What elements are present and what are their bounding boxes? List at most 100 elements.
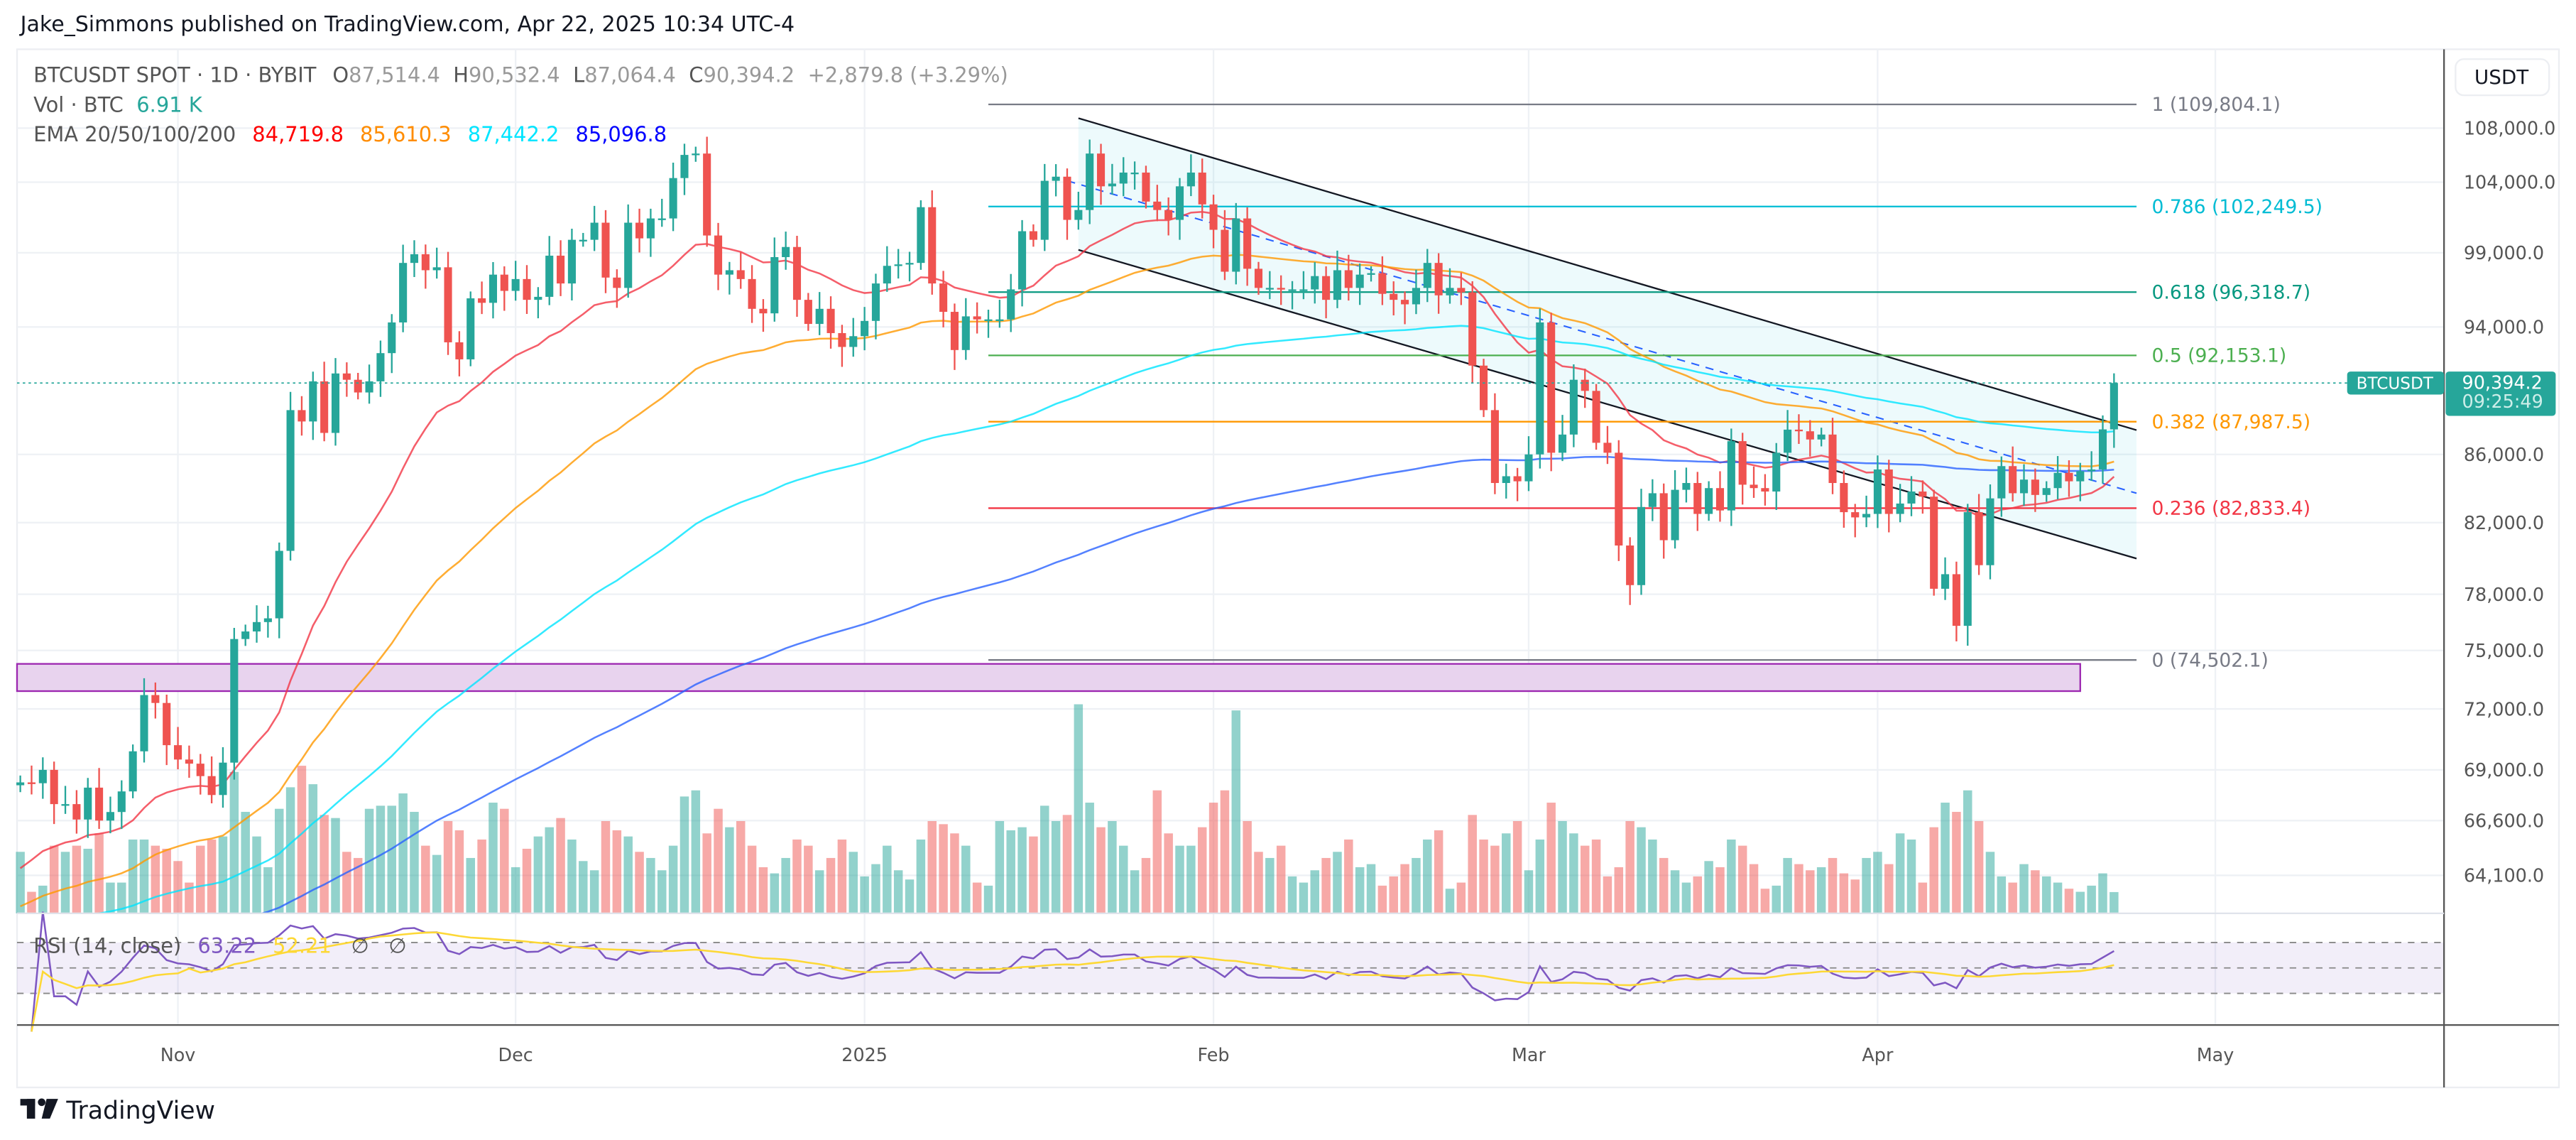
candle-up [1671,489,1679,541]
volume-bar [1062,815,1072,913]
volume-bar [1208,803,1218,913]
candle-down [1390,293,1398,300]
candle-up [1536,322,1544,455]
candle-down [1794,429,1803,432]
candle-up [815,308,824,325]
candle-down [1142,172,1150,202]
volume-bar [1512,821,1522,913]
candle-down [1592,391,1600,443]
candle-down [736,270,745,279]
volume-bar [173,861,182,913]
volume-bar [758,867,768,913]
candle-up [399,263,408,322]
candle-up [534,296,542,300]
volume-bar [635,852,644,913]
candle-down [759,308,768,314]
currency-button[interactable] [2455,58,2550,97]
currency-label: USDT [2474,65,2529,89]
candle-up [995,319,1004,321]
volume-bar [972,882,982,913]
channel-upper-line [1078,117,2137,431]
volume-bar [1197,827,1207,913]
candle-up [1772,452,1781,492]
tradingview-logo[interactable]: TradingView [20,1097,215,1125]
volume-bar [454,830,464,913]
rsi-line [31,911,2114,1032]
candle-down [1490,410,1499,484]
candle-up [1074,210,1083,220]
rsi-pane[interactable]: 80.0040.00 [16,911,2516,1032]
volume-bar [2098,873,2107,913]
volume-bar [1040,805,1049,913]
volume-bar [1603,876,1612,913]
price-axis[interactable] [2445,50,2558,1086]
volume-bar [1355,867,1365,913]
support-zone-rect [16,663,2081,693]
candle-up [1817,434,1825,440]
candle-up [331,373,340,433]
rsi-ma-value: 52.21 [273,933,332,957]
volume-bar [1265,857,1275,913]
volume-bar [1333,852,1342,913]
candle-up [1862,514,1871,518]
candle-down [1603,443,1612,453]
volume-bar [1895,833,1905,913]
candle-up [1941,574,1950,589]
candle-down [478,298,486,303]
volume-bar [1231,710,1241,913]
volume-bar [804,845,813,913]
volume-bar [398,793,408,913]
candle-up [1873,469,1882,514]
candle-up [1986,498,1994,565]
volume-bars [16,704,2119,913]
volume-bar [668,845,678,913]
volume-bar [1287,876,1297,913]
candle-up [489,274,498,303]
price-ticks: 108,000.0 104,000.0 99,000.0 94,000.0 86,000… [2464,118,2555,886]
high-label: H [453,63,469,87]
volume-bar [27,891,36,913]
volume-bar [2008,882,2017,913]
candle-up [1446,288,1454,295]
candle-down [1738,441,1747,485]
candle-down [1581,379,1589,391]
volume-bar [229,771,239,913]
candle-down [1468,292,1477,366]
volume-bar [1828,857,1838,913]
ema200-line [258,455,2114,913]
ema100-value: 87,442.2 [468,122,560,146]
volume-bar [1119,845,1128,913]
candle-down [1344,270,1353,288]
time-tick-label: Mar [1512,1044,1546,1065]
candle-up [1412,288,1420,305]
close-label: C [689,63,703,87]
volume-bar [1749,864,1759,913]
candle-up [1175,186,1184,220]
time-tick-label: Dec [498,1044,533,1065]
candle-up [230,639,239,763]
candle-up [692,153,700,156]
candle-up [1186,172,1195,187]
volume-bar [38,885,48,913]
candle-up [410,254,419,264]
volume-bar [432,854,442,913]
candle-up [545,255,554,297]
volume-bar [162,848,171,913]
volume-bar [533,836,543,913]
volume-bar [1997,876,2007,913]
volume-bar [1524,870,1534,913]
volume-bar [1108,821,1117,913]
volume-bar [1490,845,1500,913]
volume-bar [1839,873,1849,913]
candle-up [646,218,655,239]
ema20-line [19,210,2115,869]
candle-down [792,246,802,300]
candle-down [151,695,160,703]
volume-bar [579,861,588,913]
volume-bar [117,882,126,913]
volume-bar [1737,845,1747,913]
volume-bar [1321,857,1331,913]
change-value: +2,879.8 (+3.29%) [808,63,1008,87]
candle-up [782,246,790,257]
volume-bar [837,839,847,913]
